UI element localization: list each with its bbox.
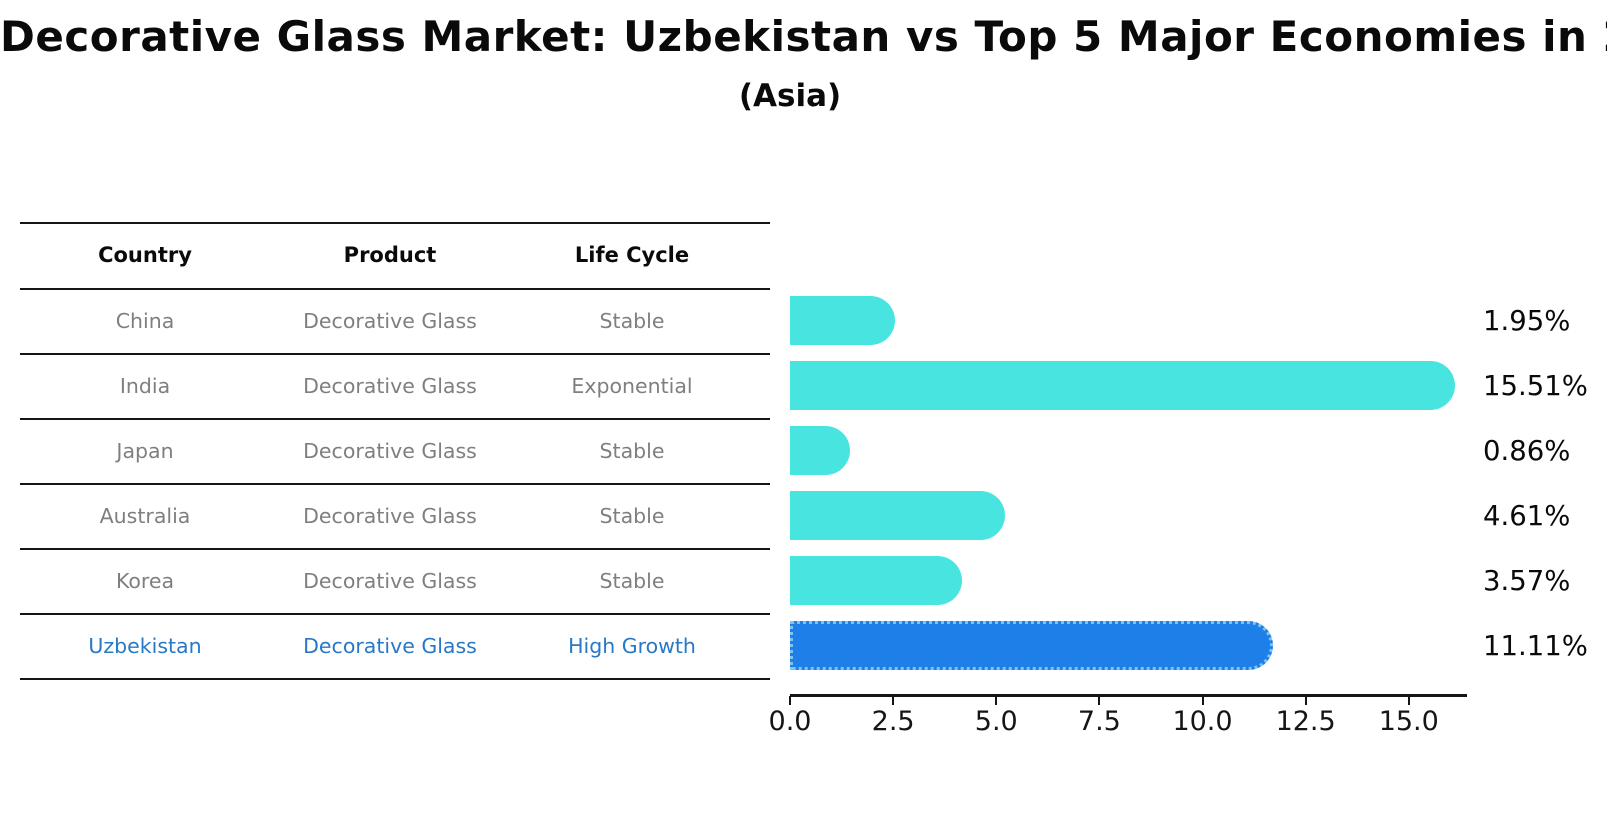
table-header-country: Country: [98, 243, 192, 267]
table-rule: [20, 288, 770, 290]
x-tick-label-0.0: 0.0: [768, 706, 812, 737]
product-cell-korea: Decorative Glass: [303, 568, 477, 593]
country-cell-uzbekistan: Uzbekistan: [88, 633, 202, 658]
bar-australia: [790, 491, 1005, 540]
country-cell-korea: Korea: [115, 568, 175, 593]
product-cell-australia: Decorative Glass: [303, 503, 477, 528]
table-header-life-cycle: Life Cycle: [574, 243, 690, 267]
x-tick-label-7.5: 7.5: [1077, 706, 1121, 737]
x-tick-label-2.5: 2.5: [871, 706, 915, 737]
country-cell-india: India: [119, 373, 171, 398]
life-cycle-cell-uzbekistan: High Growth: [568, 633, 696, 658]
bar-india: [790, 361, 1455, 410]
chart-subtitle: (Asia): [738, 78, 842, 114]
bar-japan: [790, 426, 850, 475]
country-cell-japan: Japan: [116, 438, 174, 463]
value-label-uzbekistan: 11.11%: [1483, 629, 1588, 662]
bar-china: [790, 296, 895, 345]
x-tick-label-15.0: 15.0: [1378, 706, 1439, 737]
life-cycle-cell-china: Stable: [599, 308, 665, 333]
chart-title: Decorative Glass Market: Uzbekistan vs T…: [0, 12, 1607, 61]
table-rule: [20, 483, 770, 485]
table-rule: [20, 613, 770, 615]
x-tick: [1201, 696, 1204, 705]
x-tick: [995, 696, 998, 705]
product-cell-uzbekistan: Decorative Glass: [303, 633, 477, 658]
x-tick: [1407, 696, 1410, 705]
bar-korea: [790, 556, 962, 605]
table-rule: [20, 353, 770, 355]
value-label-japan: 0.86%: [1483, 434, 1571, 467]
value-label-australia: 4.61%: [1483, 499, 1571, 532]
table-rule: [20, 418, 770, 420]
value-label-china: 1.95%: [1483, 304, 1571, 337]
product-cell-china: Decorative Glass: [303, 308, 477, 333]
country-cell-china: China: [115, 308, 175, 333]
value-label-korea: 3.57%: [1483, 564, 1571, 597]
x-axis-line: [790, 694, 1467, 697]
x-tick-label-10.0: 10.0: [1172, 706, 1233, 737]
x-tick-label-5.0: 5.0: [974, 706, 1018, 737]
life-cycle-cell-australia: Stable: [599, 503, 665, 528]
table-rule: [20, 548, 770, 550]
bar-uzbekistan: [790, 621, 1273, 670]
x-tick: [892, 696, 895, 705]
table-rule: [20, 678, 770, 680]
value-label-india: 15.51%: [1483, 369, 1588, 402]
product-cell-india: Decorative Glass: [303, 373, 477, 398]
x-tick: [789, 696, 791, 705]
x-tick: [1098, 696, 1101, 705]
table-rule: [20, 222, 770, 224]
country-cell-australia: Australia: [99, 503, 191, 528]
x-tick: [1304, 696, 1307, 705]
life-cycle-cell-india: Exponential: [571, 373, 693, 398]
x-tick-label-12.5: 12.5: [1275, 706, 1336, 737]
life-cycle-cell-japan: Stable: [599, 438, 665, 463]
product-cell-japan: Decorative Glass: [303, 438, 477, 463]
table-header-product: Product: [343, 243, 437, 267]
life-cycle-cell-korea: Stable: [599, 568, 665, 593]
